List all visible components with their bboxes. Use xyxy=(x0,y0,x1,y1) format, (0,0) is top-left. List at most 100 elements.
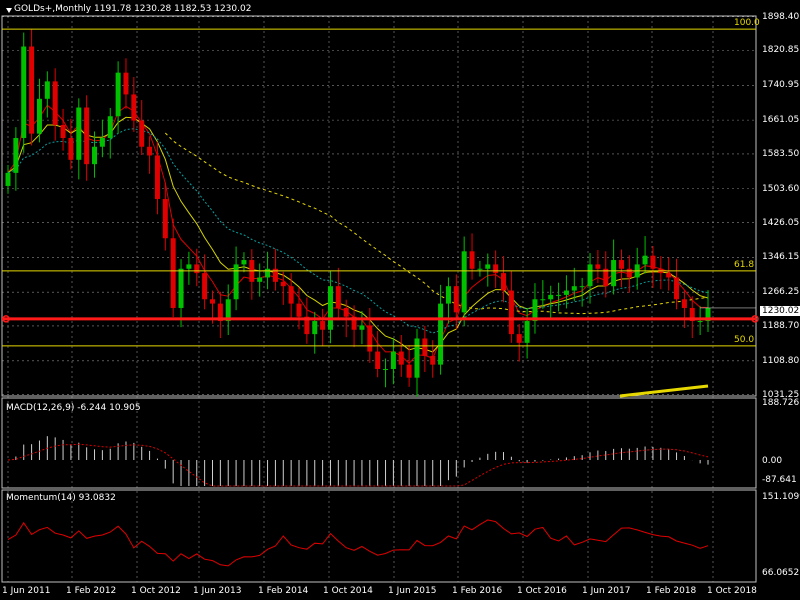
date-tick: 1 Feb 2018 xyxy=(646,586,697,596)
candle-body xyxy=(217,303,223,322)
date-tick: 1 Oct 2016 xyxy=(517,586,567,596)
macd-axis-zero: 0.00 xyxy=(762,456,783,466)
momentum-axis-top: 151.1099 xyxy=(762,492,800,502)
candle-body xyxy=(107,116,113,139)
date-tick: 1 Oct 2018 xyxy=(707,586,757,596)
symbol-dropdown-icon[interactable] xyxy=(6,8,12,13)
macd-label: MACD(12,26,9) -6.244 10.905 xyxy=(6,403,141,413)
candle-body xyxy=(532,299,538,322)
candle-body xyxy=(52,81,58,125)
candle-body xyxy=(257,277,263,282)
momentum-axis-bottom: 66.0652 xyxy=(762,568,800,578)
candle-body xyxy=(383,368,389,370)
candle-body xyxy=(579,286,585,288)
price-tick: 1820.85 xyxy=(762,45,800,56)
momentum-line-path xyxy=(7,519,709,567)
candle-body xyxy=(147,146,153,156)
date-tick: 1 Jun 2011 xyxy=(2,586,51,596)
momentum-line xyxy=(7,519,709,567)
candle-body xyxy=(186,264,192,269)
candle-body xyxy=(438,303,444,365)
candle-body xyxy=(563,290,569,295)
candle-body xyxy=(320,321,326,330)
candle-body xyxy=(666,273,672,278)
pane-border-0 xyxy=(1,15,757,397)
candle-body xyxy=(241,260,247,265)
candle-body xyxy=(571,286,577,291)
candle-body xyxy=(99,138,105,147)
candle-body xyxy=(233,264,239,300)
date-tick: 1 Oct 2012 xyxy=(131,586,181,596)
candle-body xyxy=(681,299,687,308)
price-tick: 1503.60 xyxy=(762,183,800,194)
candle-body xyxy=(406,364,412,378)
price-tick: 1188.70 xyxy=(762,320,800,331)
macd-signal-line xyxy=(7,443,709,487)
candle-body xyxy=(516,334,522,343)
price-levels xyxy=(2,28,759,347)
candle-body xyxy=(461,251,467,313)
date-tick: 1 Oct 2014 xyxy=(323,586,373,596)
candle-body xyxy=(618,260,624,269)
pane-border-1 xyxy=(1,397,757,489)
candle-body xyxy=(288,286,294,304)
candles xyxy=(5,29,711,397)
price-tick: 1740.95 xyxy=(762,80,800,91)
macd-histogram xyxy=(7,436,709,487)
price-tick: 1661.05 xyxy=(762,115,800,126)
candle-body xyxy=(162,199,168,239)
candle-body xyxy=(115,72,121,117)
candle-body xyxy=(312,321,318,335)
moving-averages xyxy=(7,104,709,398)
candle-body xyxy=(296,303,302,317)
candle-body xyxy=(327,286,333,330)
candle-body xyxy=(477,268,483,270)
candle-body xyxy=(139,120,145,147)
candle-body xyxy=(154,155,160,200)
moving-average-line xyxy=(7,116,709,353)
line-handle-left xyxy=(2,315,10,323)
macd-axis-top: 188.726 xyxy=(762,398,800,408)
candle-body xyxy=(304,316,310,335)
candle-body xyxy=(170,238,176,308)
date-tick: 1 Feb 2014 xyxy=(258,586,309,596)
macd-axis-bottom: -87.641 xyxy=(762,475,797,485)
candle-body xyxy=(414,338,420,378)
price-tick: 1583.50 xyxy=(762,148,800,159)
candle-body xyxy=(343,307,349,317)
candle-body xyxy=(29,46,35,134)
candle-body xyxy=(367,325,373,352)
candle-body xyxy=(469,251,475,269)
candle-body xyxy=(351,316,357,330)
candle-body xyxy=(674,277,680,300)
fib-level-label: 61.8 xyxy=(734,259,755,270)
price-tick: 1266.25 xyxy=(762,287,800,298)
candle-body xyxy=(390,351,396,369)
candle-body xyxy=(5,172,11,186)
candle-body xyxy=(587,264,593,287)
candle-body xyxy=(611,260,617,287)
candle-body xyxy=(650,255,656,269)
current-price-tag: 1230.02 xyxy=(760,306,800,316)
candle-body xyxy=(84,107,90,165)
candle-body xyxy=(540,299,546,301)
candle-body xyxy=(508,290,514,335)
candle-body xyxy=(524,321,530,343)
price-tick: 1426.05 xyxy=(762,217,800,228)
candle-body xyxy=(689,307,695,322)
candle-body xyxy=(548,294,554,300)
price-tick: 1898.40 xyxy=(762,11,800,22)
moving-average-line xyxy=(7,128,709,334)
candle-body xyxy=(178,268,184,308)
trend-projection-line xyxy=(619,384,709,398)
candle-body xyxy=(445,286,451,304)
pane-border-2 xyxy=(1,489,757,583)
candle-body xyxy=(225,299,231,322)
price-tick: 1346.15 xyxy=(762,252,800,263)
candle-body xyxy=(501,273,507,291)
fib-level-label: 50.0 xyxy=(734,334,755,345)
momentum-label: Momentum(14) 93.0832 xyxy=(6,493,116,503)
candle-body xyxy=(60,124,66,139)
candle-body xyxy=(705,307,711,322)
